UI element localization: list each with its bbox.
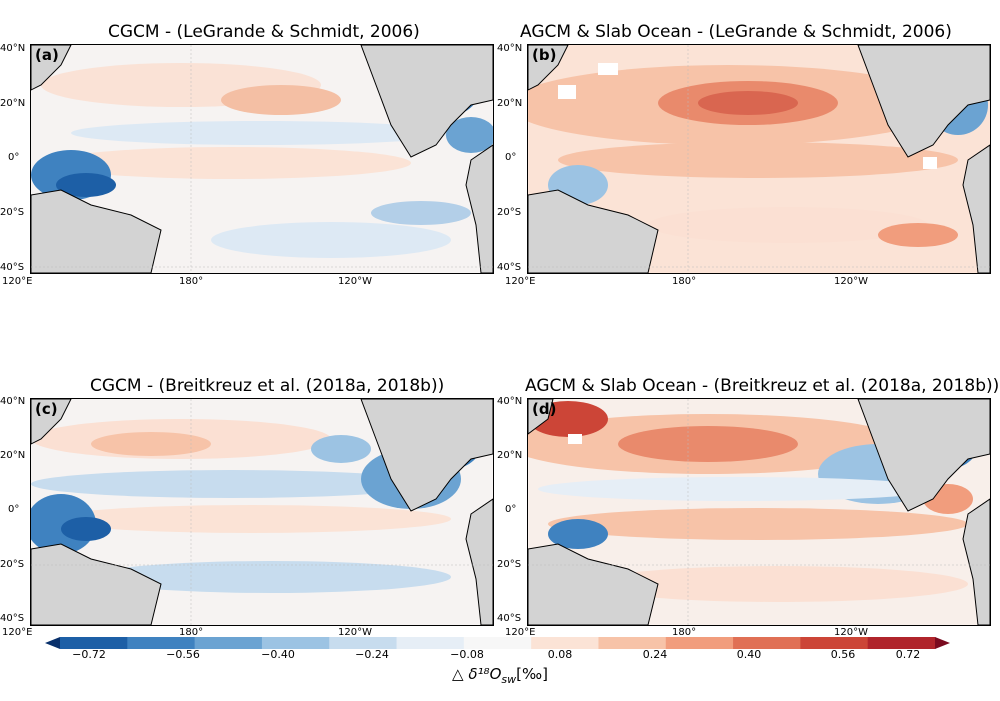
colorbar-label-unit: [‰] (516, 665, 548, 683)
lon-label: 120°E (505, 627, 536, 638)
colorbar-tick: −0.40 (261, 648, 295, 661)
colorbar-label: △ δ¹⁸Osw[‰] (0, 665, 1000, 686)
lon-label: 120°E (2, 627, 33, 638)
lat-label: 0° (505, 504, 517, 515)
colorbar-segment (531, 637, 599, 649)
panel-title: AGCM & Slab Ocean - (LeGrande & Schmidt,… (520, 22, 952, 42)
lon-label: 180° (179, 276, 204, 287)
colorbar-tick: −0.56 (166, 648, 200, 661)
lon-label: 180° (179, 627, 204, 638)
colorbar-segment (463, 637, 532, 649)
lat-label: 20°N (497, 98, 523, 109)
lat-label: 40°N (497, 43, 523, 54)
lat-label: 40°N (0, 396, 26, 407)
colorbar-segment (194, 637, 263, 649)
colorbar-segment (867, 637, 936, 649)
lat-label: 40°S (0, 613, 25, 624)
lat-label: 0° (505, 152, 517, 163)
panel-letter: (a) (35, 46, 59, 64)
lat-label: 20°S (497, 559, 522, 570)
anomaly-field (528, 45, 990, 273)
lon-label: 120°W (834, 276, 868, 287)
anomaly-field (528, 399, 990, 625)
colorbar-segment (733, 637, 801, 649)
colorbar-tick: 0.24 (642, 648, 668, 661)
lon-label: 180° (672, 276, 697, 287)
map-c: (c) (30, 398, 494, 626)
colorbar-segment (396, 637, 465, 649)
colorbar-segment (800, 637, 869, 649)
colorbar-label-prefix: △ (452, 665, 469, 683)
colorbar-segment (261, 637, 330, 649)
lat-label: 0° (8, 152, 20, 163)
colorbar-segment (60, 637, 128, 649)
lat-label: 40°N (497, 396, 523, 407)
colorbar-tick: 0.72 (895, 648, 921, 661)
lat-label: 0° (8, 504, 20, 515)
colorbar-tick: −0.08 (450, 648, 484, 661)
panel-letter: (c) (35, 400, 58, 418)
lat-label: 20°S (497, 207, 522, 218)
colorbar-segment (127, 637, 196, 649)
lon-label: 120°W (834, 627, 868, 638)
map-b: (b) (527, 44, 991, 274)
lon-label: 120°W (338, 276, 372, 287)
colorbar-tick: 0.56 (830, 648, 856, 661)
lat-label: 20°S (0, 207, 25, 218)
lat-label: 40°S (497, 262, 522, 273)
lon-label: 120°E (2, 276, 33, 287)
map-a: (a) (30, 44, 494, 274)
lon-label: 180° (672, 627, 697, 638)
colorbar-tick: 0.40 (736, 648, 762, 661)
lat-label: 40°S (0, 262, 25, 273)
colorbar-tick: −0.24 (355, 648, 389, 661)
lon-label: 120°W (338, 627, 372, 638)
lat-label: 20°N (497, 450, 523, 461)
colorbar-segment (598, 637, 667, 649)
panel-letter: (d) (532, 400, 557, 418)
panel-title: CGCM - (LeGrande & Schmidt, 2006) (108, 22, 420, 42)
panel-title: CGCM - (Breitkreuz et al. (2018a, 2018b)… (90, 376, 445, 396)
colorbar-segment (665, 637, 734, 649)
colorbar-label-symbol: δ¹⁸O (468, 665, 502, 683)
colorbar (45, 637, 950, 649)
anomaly-field (31, 45, 493, 273)
lat-label: 20°S (0, 559, 25, 570)
colorbar-extend-right (935, 637, 950, 649)
lat-label: 40°N (0, 43, 26, 54)
anomaly-field (31, 399, 493, 625)
panel-title: AGCM & Slab Ocean - (Breitkreuz et al. (… (525, 376, 1000, 396)
colorbar-tick: 0.08 (547, 648, 573, 661)
lat-label: 20°N (0, 450, 26, 461)
lat-label: 20°N (0, 98, 26, 109)
colorbar-segment (329, 637, 398, 649)
colorbar-label-sub: sw (501, 673, 517, 686)
panel-letter: (b) (532, 46, 557, 64)
lon-label: 120°E (505, 276, 536, 287)
map-d: (d) (527, 398, 991, 626)
colorbar-extend-left (45, 637, 60, 649)
lat-label: 40°S (497, 613, 522, 624)
colorbar-tick: −0.72 (72, 648, 106, 661)
